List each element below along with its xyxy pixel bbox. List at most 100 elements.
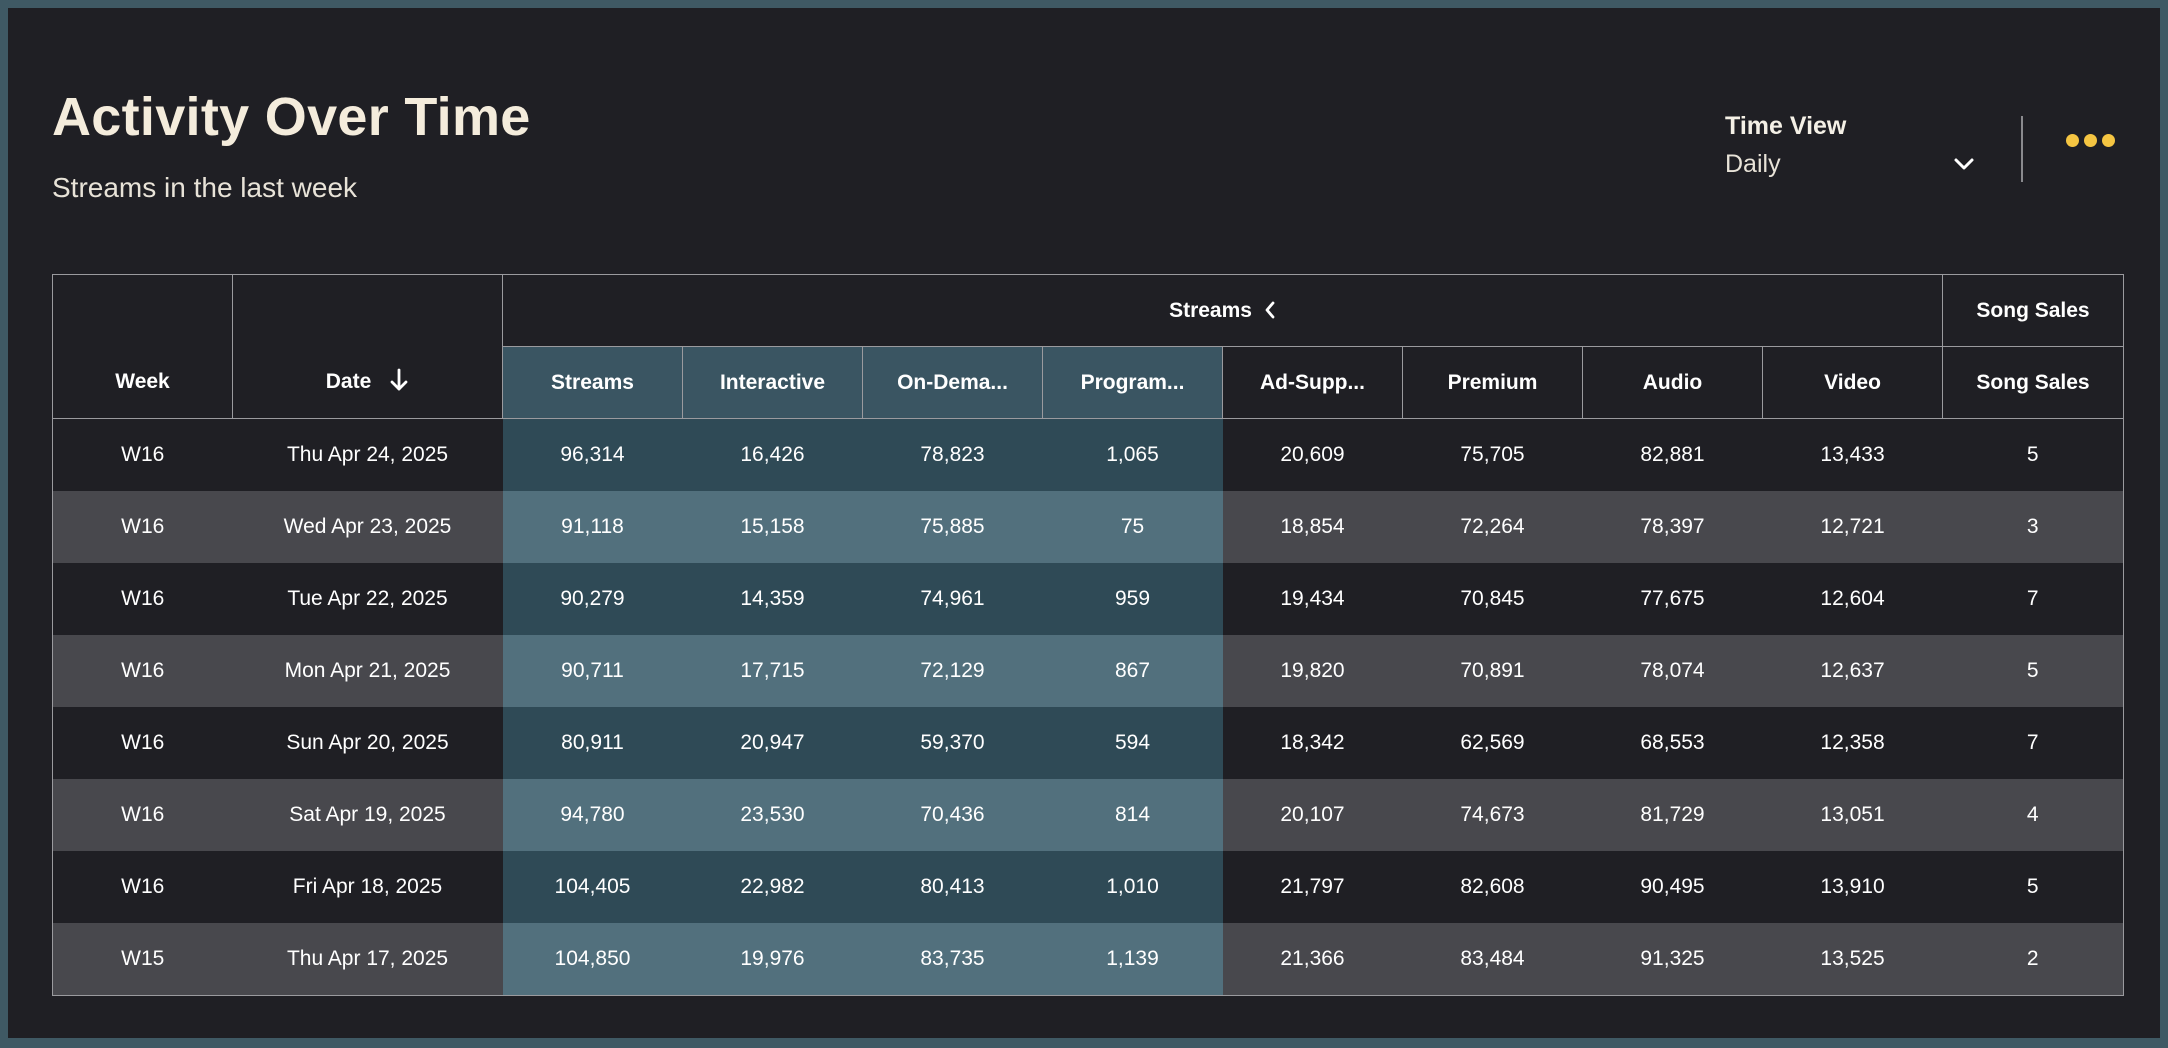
column-header-streams[interactable]: Streams (502, 346, 683, 419)
cell-week: W16 (52, 418, 233, 491)
column-header-video[interactable]: Video (1761, 346, 1944, 419)
cell-on-demand: 74,961 (862, 563, 1043, 635)
cell-premium: 62,569 (1402, 707, 1583, 779)
cell-audio: 81,729 (1582, 779, 1763, 851)
cell-date: Fri Apr 18, 2025 (232, 851, 503, 923)
column-header-programmed[interactable]: Program... (1042, 346, 1223, 419)
more-dots-icon (2102, 134, 2115, 147)
page-title: Activity Over Time (52, 87, 531, 147)
chevron-left-icon[interactable] (1264, 301, 1276, 319)
column-header-premium[interactable]: Premium (1402, 346, 1583, 419)
cell-video: 12,721 (1762, 491, 1943, 563)
cell-ad-supported: 18,854 (1222, 491, 1403, 563)
cell-ad-supported: 19,434 (1222, 563, 1403, 635)
cell-interactive: 17,715 (682, 635, 863, 707)
cell-video: 13,525 (1762, 923, 1943, 996)
cell-streams: 96,314 (502, 418, 683, 491)
cell-on-demand: 83,735 (862, 923, 1043, 996)
cell-premium: 70,891 (1402, 635, 1583, 707)
more-dots-icon (2066, 134, 2079, 147)
column-header-on-demand[interactable]: On-Dema... (862, 346, 1043, 419)
cell-streams: 104,850 (502, 923, 683, 996)
cell-premium: 70,845 (1402, 563, 1583, 635)
sort-descending-icon[interactable] (389, 368, 409, 392)
cell-audio: 68,553 (1582, 707, 1763, 779)
cell-ad-supported: 21,797 (1222, 851, 1403, 923)
more-options-button[interactable] (2066, 134, 2126, 164)
cell-programmed: 1,010 (1042, 851, 1223, 923)
cell-week: W15 (52, 923, 233, 996)
cell-audio: 82,881 (1582, 418, 1763, 491)
cell-video: 12,637 (1762, 635, 1943, 707)
cell-programmed: 594 (1042, 707, 1223, 779)
column-header-interactive[interactable]: Interactive (682, 346, 863, 419)
table-row: W16 Wed Apr 23, 2025 91,118 15,158 75,885 75 1… (52, 491, 2124, 563)
cell-date: Mon Apr 21, 2025 (232, 635, 503, 707)
cell-ad-supported: 20,107 (1222, 779, 1403, 851)
column-header-label: Premium (1447, 370, 1538, 394)
cell-week: W16 (52, 779, 233, 851)
cell-on-demand: 70,436 (862, 779, 1043, 851)
group-header-song-sales: Song Sales (1942, 274, 2125, 347)
cell-premium: 83,484 (1402, 923, 1583, 996)
cell-song-sales: 2 (1942, 923, 2124, 996)
cell-interactive: 16,426 (682, 418, 863, 491)
column-header-date[interactable]: Date (232, 274, 503, 419)
cell-week: W16 (52, 851, 233, 923)
cell-streams: 80,911 (502, 707, 683, 779)
cell-date: Thu Apr 24, 2025 (232, 418, 503, 491)
cell-song-sales: 5 (1942, 851, 2124, 923)
table-row: W16 Sat Apr 19, 2025 94,780 23,530 70,436 814… (52, 779, 2124, 851)
table-row: W16 Tue Apr 22, 2025 90,279 14,359 74,961 959… (52, 563, 2124, 635)
cell-audio: 90,495 (1582, 851, 1763, 923)
cell-audio: 91,325 (1582, 923, 1763, 996)
cell-programmed: 814 (1042, 779, 1223, 851)
cell-streams: 104,405 (502, 851, 683, 923)
column-header-ad-supported[interactable]: Ad-Supp... (1222, 346, 1403, 419)
column-header-audio[interactable]: Audio (1582, 346, 1763, 419)
time-view-value: Daily (1725, 150, 1781, 178)
table-row: W15 Thu Apr 17, 2025 104,850 19,976 83,735 1,… (52, 923, 2124, 996)
cell-audio: 77,675 (1582, 563, 1763, 635)
cell-video: 12,358 (1762, 707, 1943, 779)
cell-streams: 94,780 (502, 779, 683, 851)
group-header-streams-label: Streams (1169, 298, 1252, 322)
cell-audio: 78,397 (1582, 491, 1763, 563)
cell-premium: 82,608 (1402, 851, 1583, 923)
time-view-dropdown[interactable]: Time View Daily (1725, 112, 1985, 184)
column-header-week-label: Week (115, 370, 170, 393)
cell-on-demand: 59,370 (862, 707, 1043, 779)
cell-audio: 78,074 (1582, 635, 1763, 707)
group-header-streams[interactable]: Streams (501, 274, 1944, 347)
column-header-label: On-Dema... (897, 370, 1008, 394)
cell-interactive: 14,359 (682, 563, 863, 635)
cell-programmed: 1,139 (1042, 923, 1223, 996)
column-header-label: Streams (551, 370, 634, 394)
table-row: W16 Fri Apr 18, 2025 104,405 22,982 80,413 1,… (52, 851, 2124, 923)
cell-premium: 75,705 (1402, 418, 1583, 491)
cell-video: 13,051 (1762, 779, 1943, 851)
cell-week: W16 (52, 707, 233, 779)
time-view-label: Time View (1725, 112, 1847, 140)
cell-on-demand: 78,823 (862, 418, 1043, 491)
cell-ad-supported: 21,366 (1222, 923, 1403, 996)
column-header-song-sales[interactable]: Song Sales (1942, 346, 2125, 419)
table-row: W16 Mon Apr 21, 2025 90,711 17,715 72,129 867… (52, 635, 2124, 707)
column-header-label: Interactive (719, 370, 826, 394)
activity-panel: Activity Over Time Streams in the last w… (8, 8, 2160, 1038)
cell-week: W16 (52, 635, 233, 707)
cell-week: W16 (52, 563, 233, 635)
cell-song-sales: 4 (1942, 779, 2124, 851)
cell-programmed: 867 (1042, 635, 1223, 707)
header-divider (2021, 116, 2023, 182)
cell-premium: 74,673 (1402, 779, 1583, 851)
page-subtitle: Streams in the last week (52, 172, 358, 203)
cell-ad-supported: 20,609 (1222, 418, 1403, 491)
cell-programmed: 959 (1042, 563, 1223, 635)
cell-interactive: 20,947 (682, 707, 863, 779)
column-header-label: Song Sales (1976, 370, 2090, 394)
cell-song-sales: 5 (1942, 418, 2124, 491)
cell-streams: 91,118 (502, 491, 683, 563)
cell-streams: 90,711 (502, 635, 683, 707)
column-header-week[interactable]: Week (52, 274, 233, 419)
